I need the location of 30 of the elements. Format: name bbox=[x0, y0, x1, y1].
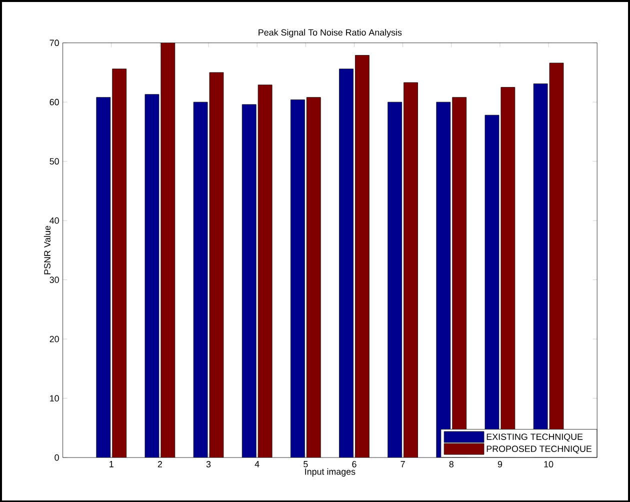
y-axis-title: PSNR Value bbox=[44, 226, 50, 274]
bar bbox=[144, 94, 160, 458]
bar bbox=[339, 68, 354, 458]
x-tick-label: 8 bbox=[449, 460, 454, 468]
x-axis-title: Input images bbox=[305, 468, 356, 476]
y-tick-label: 30 bbox=[50, 276, 59, 283]
x-tick-label: 5 bbox=[304, 460, 308, 468]
bar bbox=[290, 99, 305, 458]
y-tick-label: 20 bbox=[50, 336, 59, 342]
bar bbox=[242, 104, 256, 458]
x-tick-label: 7 bbox=[400, 460, 405, 468]
x-tick-label: 4 bbox=[254, 460, 260, 468]
x-tick-label: 2 bbox=[158, 460, 162, 468]
chart-title: Peak Signal To Noise Ratio Analysis bbox=[258, 28, 402, 38]
x-tick-label: 1 bbox=[110, 460, 114, 468]
y-tick-label: 70 bbox=[50, 39, 59, 46]
y-tick-label: 60 bbox=[50, 98, 59, 106]
y-tick-label: 10 bbox=[50, 394, 59, 402]
legend-label: EXISTING TECHNIQUE bbox=[486, 433, 583, 442]
x-tick-label: 6 bbox=[352, 460, 356, 468]
y-tick-label: 50 bbox=[50, 158, 59, 164]
bar bbox=[388, 102, 402, 458]
y-tick-label: 0 bbox=[54, 454, 59, 461]
y-tick-label: 40 bbox=[50, 217, 59, 224]
x-tick-label: 3 bbox=[206, 460, 211, 468]
legend-label: PROPOSED TECHNIQUE bbox=[486, 445, 592, 454]
bar bbox=[96, 96, 111, 458]
x-tick-label: 9 bbox=[498, 460, 502, 468]
bar bbox=[193, 102, 208, 458]
x-tick-label: 10 bbox=[544, 460, 554, 468]
